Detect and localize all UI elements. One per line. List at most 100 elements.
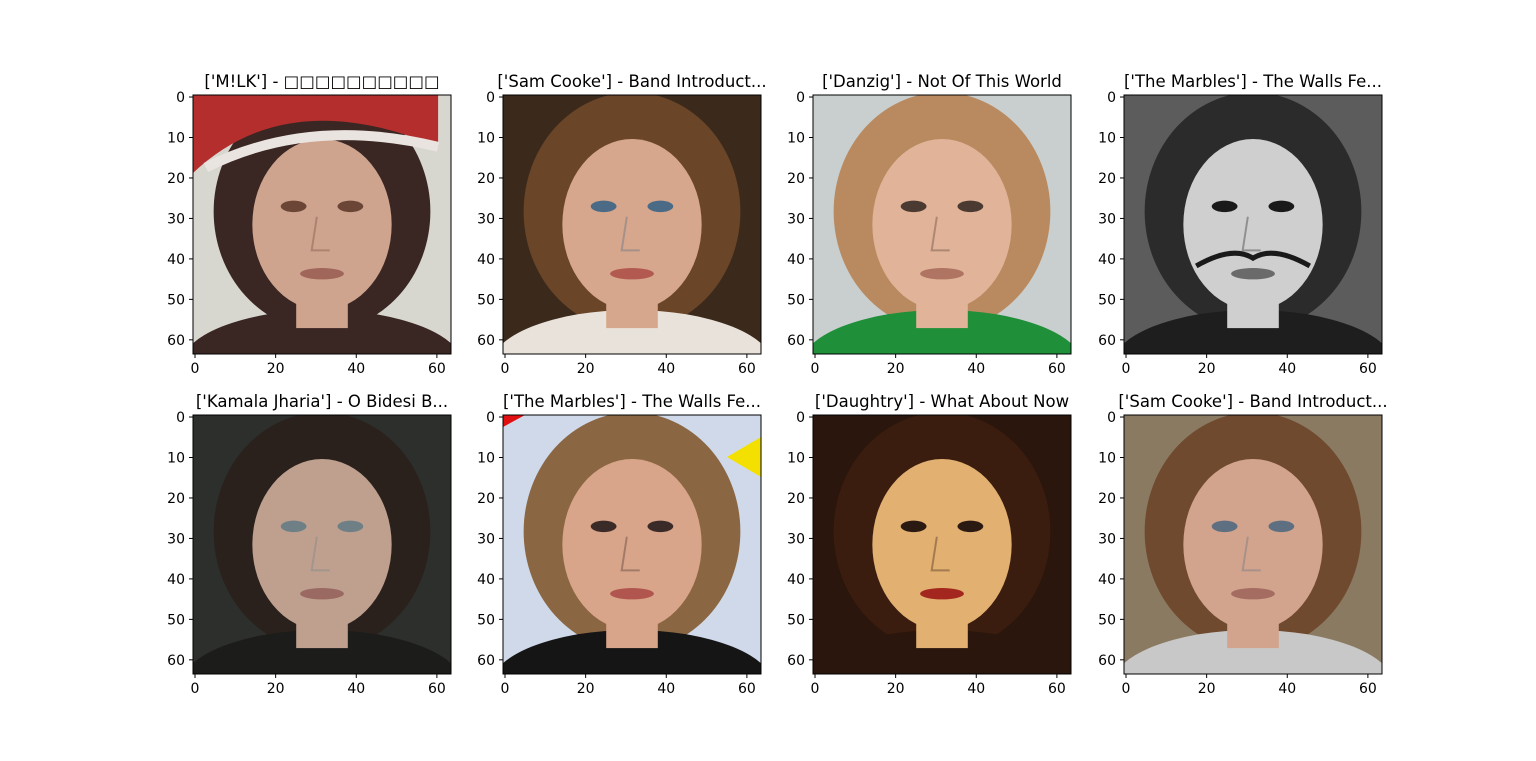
portrait-image — [1124, 95, 1382, 354]
y-tick-label: 50 — [167, 292, 185, 308]
red-corner-mark — [503, 415, 525, 427]
right-eye — [647, 520, 674, 533]
face-region — [1183, 459, 1323, 630]
right-eye — [1268, 520, 1295, 533]
x-tick-label: 40 — [347, 361, 365, 377]
portrait-image — [813, 415, 1071, 674]
left-eye — [1211, 520, 1238, 533]
subplot-7: ['Daughtry'] - What About Now 0 20 40 60 0 10 2… — [787, 392, 1072, 697]
y-tick-label: 10 — [167, 130, 185, 146]
face-region — [252, 139, 392, 310]
portrait-image — [503, 95, 761, 354]
x-tick-label: 0 — [191, 361, 200, 377]
subplot-4: ['The Marbles'] - The Walls Fe... 0 20 40 60… — [1098, 72, 1383, 377]
y-tick-label: 0 — [486, 90, 495, 106]
left-eye — [280, 520, 307, 533]
mouth — [920, 268, 964, 280]
x-tick-label: 0 — [191, 681, 200, 697]
y-tick-label: 20 — [477, 171, 495, 187]
portrait-image — [1124, 415, 1382, 674]
right-eye — [1268, 200, 1295, 213]
y-tick-label: 20 — [167, 491, 185, 507]
x-tick-label: 40 — [657, 361, 675, 377]
y-tick-label: 40 — [167, 572, 185, 588]
y-tick-label: 10 — [477, 130, 495, 146]
left-eye — [590, 200, 617, 213]
mouth — [1231, 268, 1275, 280]
y-tick-label: 60 — [167, 333, 185, 349]
y-tick-label: 60 — [1098, 653, 1116, 669]
axes-frame — [1123, 414, 1383, 675]
subplot-title: ['The Marbles'] - The Walls Fe... — [503, 392, 761, 411]
right-eye — [337, 200, 364, 213]
x-tick-label: 60 — [1359, 681, 1377, 697]
y-tick-label: 20 — [787, 491, 805, 507]
right-eye — [647, 200, 674, 213]
y-tick-label: 60 — [787, 653, 805, 669]
y-tick-label: 0 — [176, 90, 185, 106]
x-tick-label: 20 — [887, 361, 905, 377]
y-tick-label: 50 — [477, 292, 495, 308]
y-tick-label: 50 — [787, 292, 805, 308]
portrait-image — [193, 95, 451, 354]
x-tick-label: 40 — [347, 681, 365, 697]
y-tick-label: 0 — [486, 410, 495, 426]
y-tick-label: 30 — [787, 531, 805, 547]
y-tick-label: 30 — [167, 211, 185, 227]
y-tick-label: 40 — [477, 572, 495, 588]
portrait-image — [193, 415, 451, 674]
subplot-title: ['Daughtry'] - What About Now — [815, 392, 1069, 411]
y-tick-label: 60 — [167, 653, 185, 669]
y-tick-label: 60 — [477, 653, 495, 669]
y-tick-label: 10 — [787, 450, 805, 466]
axes-frame — [192, 414, 452, 675]
clothing-region — [503, 309, 761, 354]
x-tick-label: 0 — [501, 681, 510, 697]
x-tick-label: 0 — [501, 361, 510, 377]
portrait-image — [813, 95, 1071, 354]
y-tick-label: 10 — [477, 450, 495, 466]
nose — [620, 536, 640, 572]
x-tick-label: 20 — [267, 681, 285, 697]
face-region — [872, 139, 1012, 310]
face-region — [562, 459, 702, 630]
x-tick-label: 40 — [1278, 681, 1296, 697]
x-tick-label: 60 — [428, 681, 446, 697]
x-tick-label: 20 — [577, 681, 595, 697]
y-tick-label: 40 — [787, 572, 805, 588]
y-tick-label: 30 — [1098, 211, 1116, 227]
subplot-1: ['M!LK'] - □□□□□□□□□□ 0 20 40 60 0 10 20 30 40 50 6… — [167, 72, 452, 377]
y-tick-label: 10 — [1098, 450, 1116, 466]
y-tick-label: 30 — [477, 531, 495, 547]
y-tick-label: 40 — [787, 252, 805, 268]
x-tick-label: 60 — [1048, 681, 1066, 697]
mustache — [1194, 250, 1312, 269]
left-eye — [1211, 200, 1238, 213]
axes-frame — [502, 414, 762, 675]
x-tick-label: 40 — [967, 681, 985, 697]
mouth — [920, 588, 964, 600]
y-tick-label: 20 — [1098, 171, 1116, 187]
y-tick-label: 20 — [167, 171, 185, 187]
face-region — [1183, 139, 1323, 310]
mouth — [300, 588, 344, 600]
clothing-region — [503, 629, 761, 674]
axes-frame — [812, 94, 1072, 355]
x-tick-label: 0 — [1122, 681, 1131, 697]
nose — [310, 216, 330, 252]
y-tick-label: 10 — [167, 450, 185, 466]
y-tick-label: 30 — [1098, 531, 1116, 547]
clothing-region — [1124, 309, 1382, 354]
subplot-8: ['Sam Cooke'] - Band Introduct...0 20 40 60… — [1098, 392, 1387, 697]
left-eye — [280, 200, 307, 213]
hat-trim — [203, 130, 440, 172]
nose — [930, 536, 950, 572]
x-tick-label: 20 — [577, 361, 595, 377]
mouth — [610, 588, 654, 600]
y-tick-label: 60 — [787, 333, 805, 349]
subplot-title: ['Kamala Jharia'] - O Bidesi B... — [196, 392, 448, 411]
nose — [1241, 536, 1261, 572]
x-tick-label: 0 — [811, 361, 820, 377]
subplot-6: ['The Marbles'] - The Walls Fe... 0 20 40 60… — [477, 392, 762, 697]
x-tick-label: 60 — [738, 361, 756, 377]
